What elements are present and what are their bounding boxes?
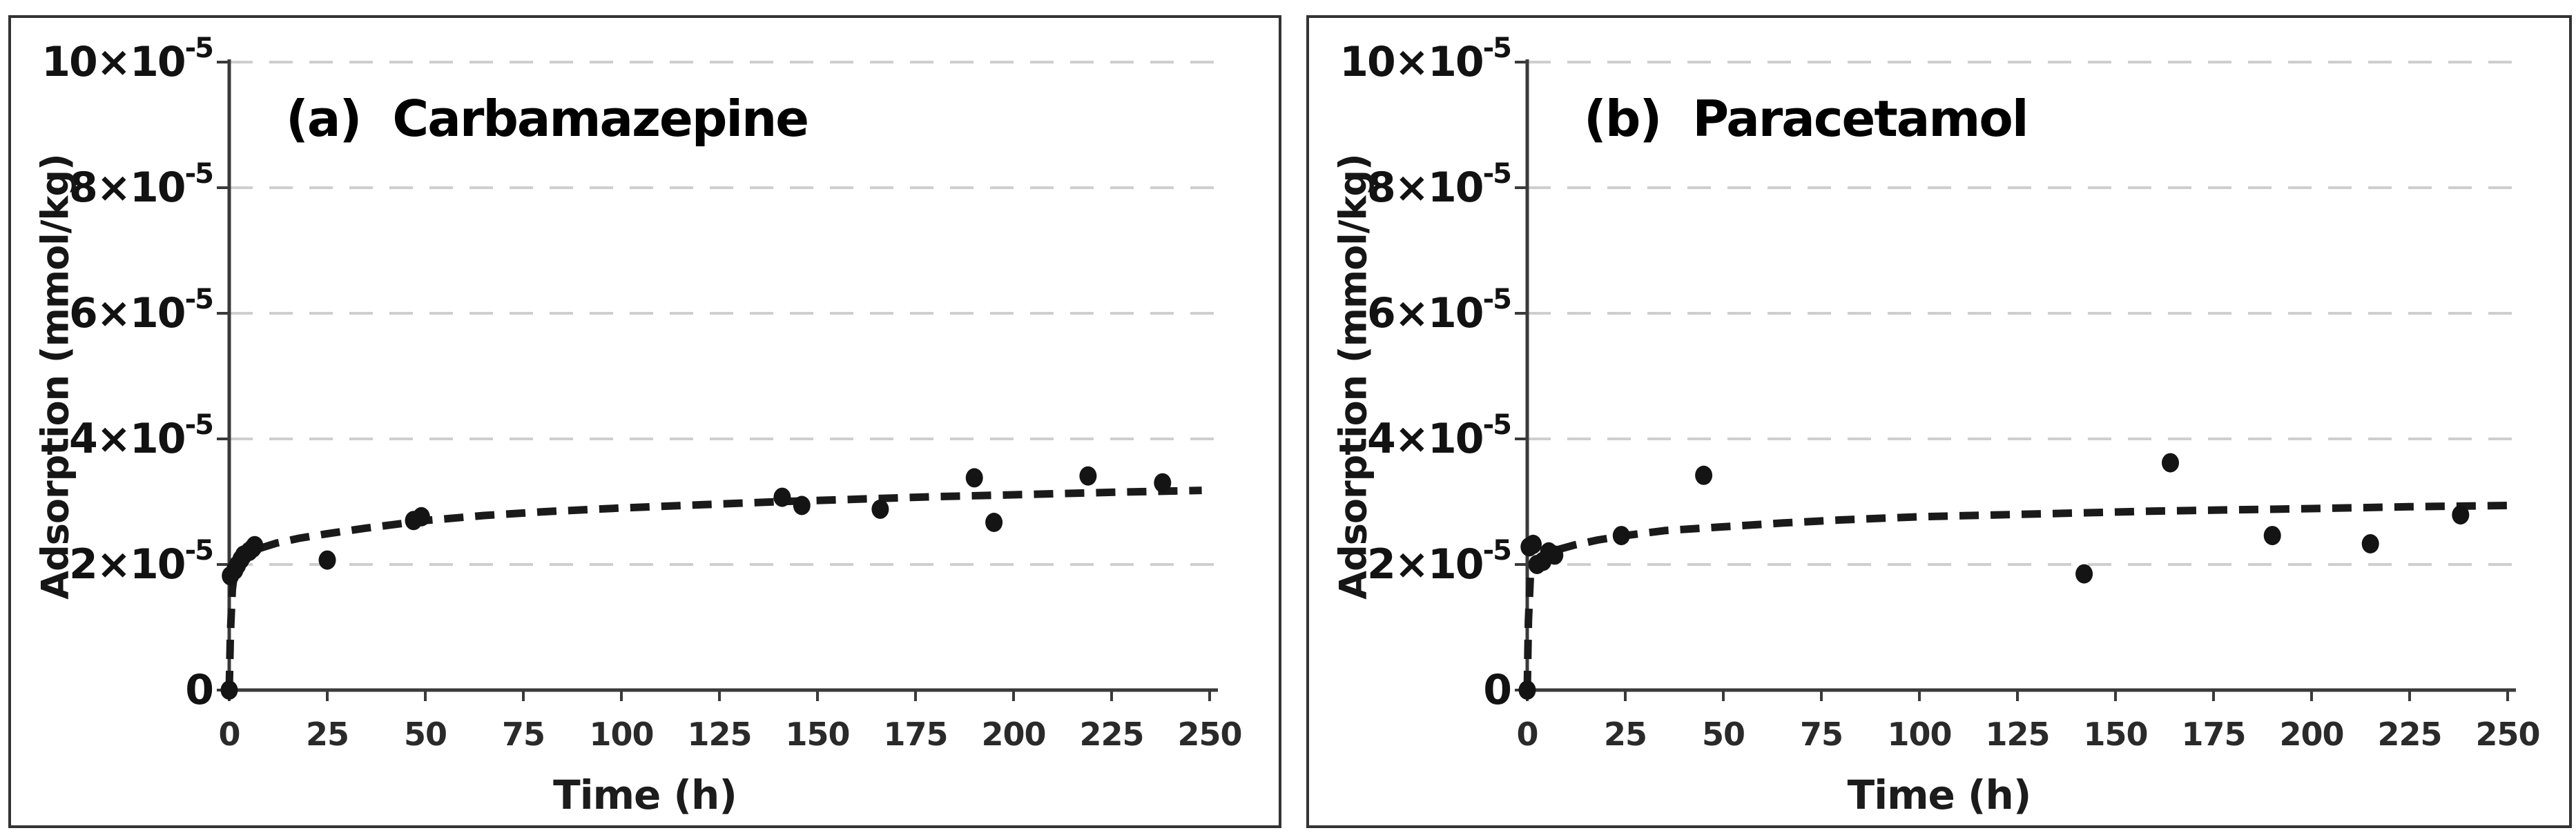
x-tick-label: 100: [589, 716, 653, 753]
data-point: [793, 495, 811, 515]
x-tick-label: 150: [785, 716, 849, 753]
data-point: [220, 680, 238, 700]
x-axis-title: Time (h): [553, 772, 737, 818]
x-tick-label: 175: [883, 716, 947, 753]
trend-line: [1523, 502, 2508, 691]
y-tick-label: 10×10-5: [41, 32, 213, 86]
data-point: [1695, 465, 1713, 485]
data-point: [1154, 473, 1172, 493]
x-tick-label: 175: [2181, 716, 2245, 753]
data-point: [871, 499, 889, 519]
data-point: [2263, 526, 2281, 546]
panel-title: (b) Paracetamol: [1584, 90, 2029, 148]
x-tick-label: 225: [2377, 716, 2441, 753]
x-tick-label: 250: [1177, 716, 1241, 753]
y-tick-label: 8×10-5: [1367, 158, 1511, 212]
data-point: [2452, 505, 2470, 525]
x-tick-label: 50: [1702, 716, 1745, 753]
data-point: [412, 507, 430, 527]
y-tick-label: 6×10-5: [69, 284, 213, 337]
panel-paracetamol: 0 25 50 75 100 125 150 175 200 225 250 0 2×10-5 4×10-…: [1306, 15, 2572, 828]
x-tick-label: 125: [687, 716, 751, 753]
data-point: [2361, 534, 2379, 553]
data-point: [965, 468, 983, 488]
x-tick-label: 225: [1079, 716, 1143, 753]
data-point: [2075, 564, 2093, 584]
data-point: [1612, 526, 1630, 546]
y-tick-label: 0: [185, 666, 213, 714]
x-tick-label: 0: [218, 716, 240, 753]
chart-paracetamol: 0 25 50 75 100 125 150 175 200 225 250 0 2×10-5 4×10-…: [1339, 32, 2540, 753]
x-tick-label: 50: [404, 716, 447, 753]
panel-title-text: Paracetamol: [1692, 90, 2028, 148]
y-tick-label: 8×10-5: [69, 158, 213, 212]
data-point: [1079, 466, 1097, 486]
chart-carbamazepine: 0 25 50 75 100 125 150 175 200 225 250 0 2×10-5 4×10-…: [41, 32, 1242, 753]
x-tick-label: 25: [1604, 716, 1647, 753]
y-tick-label: 2×10-5: [69, 535, 213, 589]
data-point: [318, 550, 336, 570]
data-point: [1518, 680, 1536, 700]
panel-label: (b): [1584, 90, 1662, 148]
x-tick-label: 0: [1516, 716, 1538, 753]
x-tick-label: 150: [2083, 716, 2147, 753]
panel-title: (a) Carbamazepine: [286, 90, 809, 148]
x-tick-label: 250: [2475, 716, 2539, 753]
x-tick-label: 200: [2279, 716, 2343, 753]
y-tick-label: 10×10-5: [1339, 32, 1511, 86]
trend-line: [225, 487, 1202, 691]
panel-carbamazepine: 0 25 50 75 100 125 150 175 200 225 250 0 2×10-5 4×10-…: [8, 15, 1281, 828]
x-axis-title: Time (h): [1847, 772, 2032, 818]
x-tick-label: 125: [1985, 716, 2049, 753]
y-tick-label: 4×10-5: [1367, 409, 1511, 463]
y-tick-label: 6×10-5: [1367, 284, 1511, 337]
y-tick-label: 2×10-5: [1367, 535, 1511, 589]
x-tick-label: 200: [981, 716, 1045, 753]
data-point: [985, 513, 1003, 532]
x-tick-label: 75: [502, 716, 545, 753]
y-tick-label: 4×10-5: [69, 409, 213, 463]
data-point: [246, 536, 264, 556]
data-point: [1524, 534, 1542, 554]
x-tick-label: 100: [1887, 716, 1951, 753]
data-point: [773, 487, 791, 507]
y-axis-title: Adsorption (mmol/kg): [33, 154, 77, 600]
data-point: [1546, 545, 1564, 565]
data-point: [2162, 453, 2179, 473]
y-axis-title: Adsorption (mmol/kg): [1331, 154, 1375, 600]
x-tick-label: 25: [306, 716, 349, 753]
panel-title-text: Carbamazepine: [392, 90, 809, 148]
y-tick-label: 0: [1483, 666, 1511, 714]
panel-label: (a): [286, 90, 362, 148]
x-tick-label: 75: [1800, 716, 1843, 753]
